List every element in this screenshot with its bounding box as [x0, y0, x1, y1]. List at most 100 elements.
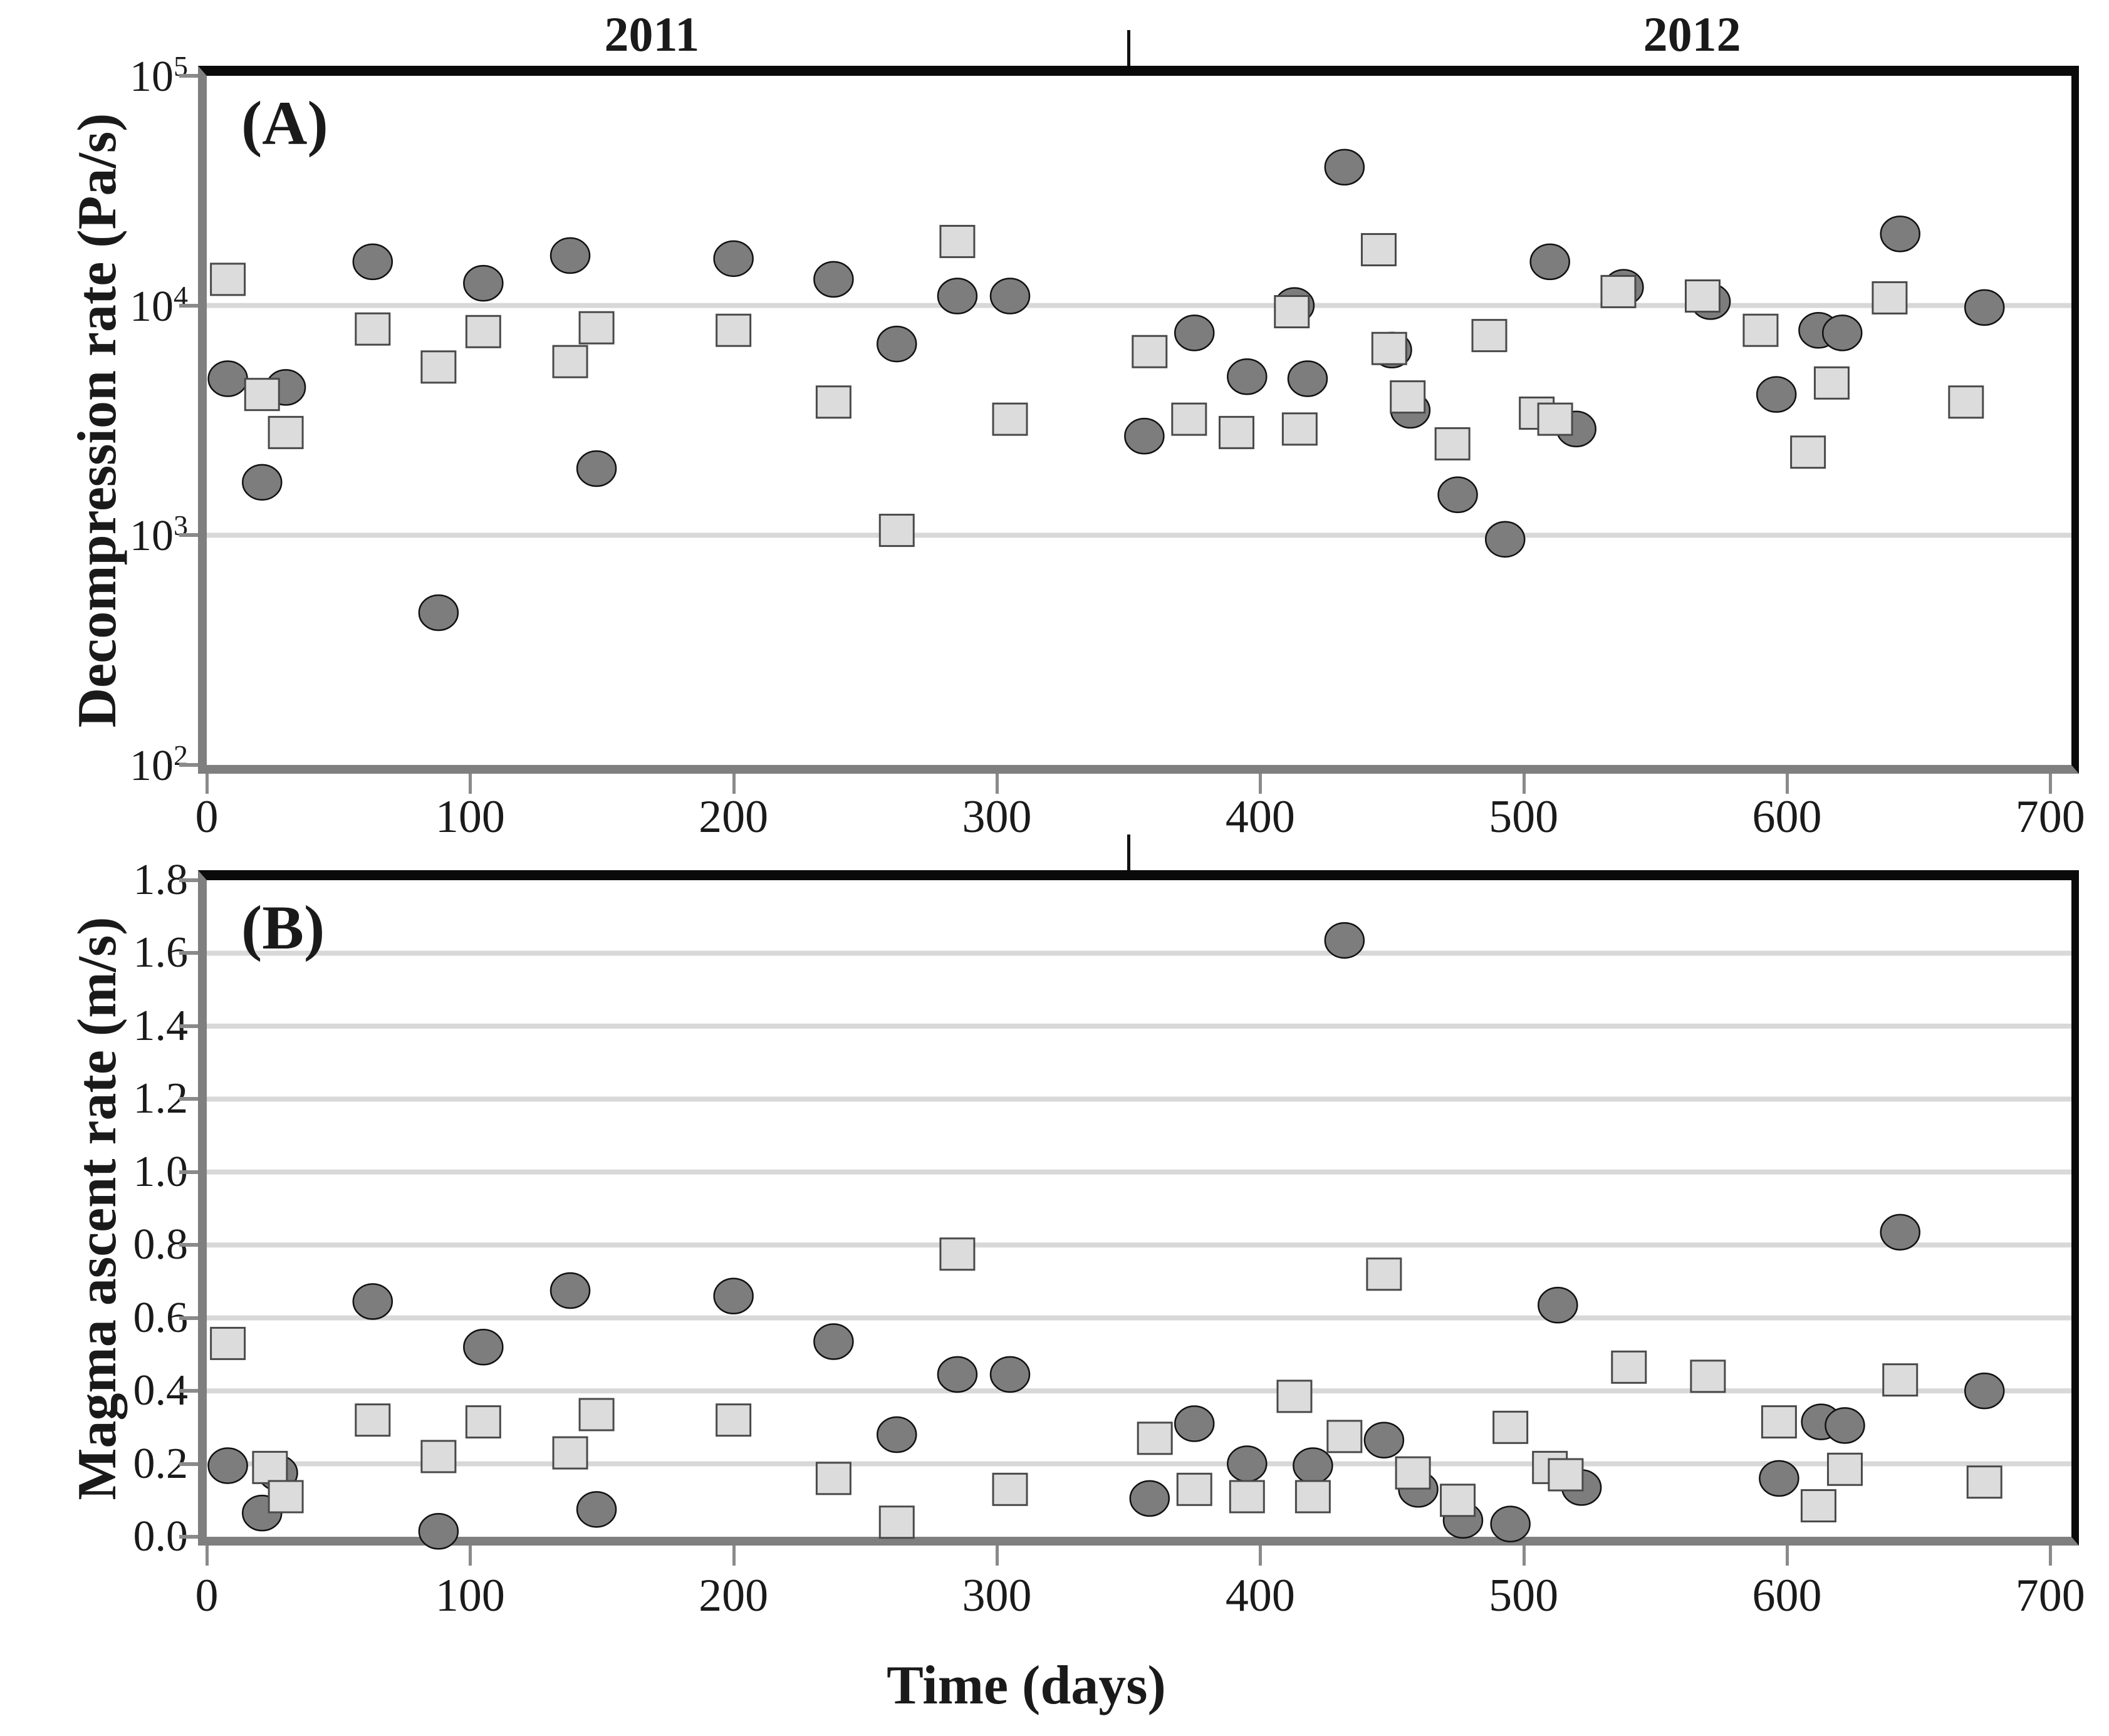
data-point-square	[878, 514, 915, 548]
data-point-circle	[1825, 1407, 1865, 1444]
y-tick-mark	[179, 533, 198, 538]
x-tick-mark	[2049, 1546, 2053, 1566]
data-point-square	[1390, 380, 1426, 414]
data-point-circle	[207, 1447, 248, 1484]
x-tick-mark	[206, 774, 209, 794]
panel-b-plot-area: (B)	[198, 870, 2079, 1550]
x-tick-mark	[1259, 774, 1263, 794]
x-tick-label: 700	[2015, 791, 2085, 843]
x-tick-label: 200	[699, 791, 769, 843]
data-point-circle	[713, 240, 754, 278]
data-point-square	[1137, 1422, 1173, 1455]
x-tick-label: 100	[435, 791, 505, 843]
data-point-square	[1440, 1484, 1476, 1517]
y-tick-mark	[179, 1462, 198, 1466]
data-point-circle	[1538, 1287, 1578, 1324]
data-point-square	[1132, 335, 1168, 368]
x-tick-label: 200	[699, 1570, 769, 1621]
data-point-square	[552, 345, 588, 378]
data-point-square	[244, 378, 280, 412]
data-point-circle	[207, 360, 248, 397]
year-divider-tick-bottom	[1127, 834, 1131, 897]
x-tick-label: 0	[195, 791, 219, 843]
y-tick-label: 1.0	[133, 1147, 189, 1196]
data-point-square	[1548, 1458, 1584, 1492]
data-point-circle	[937, 1356, 978, 1393]
data-point-square	[815, 385, 851, 419]
data-point-circle	[937, 278, 978, 314]
data-point-circle	[463, 1328, 504, 1366]
data-point-square	[1790, 435, 1826, 469]
data-point-circle	[418, 594, 459, 632]
x-tick-mark	[1522, 1546, 1526, 1566]
data-point-circle	[1293, 1447, 1333, 1484]
data-point-circle	[352, 1283, 393, 1320]
data-point-circle	[1490, 1505, 1531, 1542]
data-point-square	[1882, 1363, 1919, 1397]
data-point-circle	[1324, 148, 1365, 186]
data-point-square	[716, 313, 752, 347]
data-point-square	[1948, 385, 1984, 419]
data-point-circle	[1287, 360, 1328, 397]
data-point-square	[465, 314, 501, 348]
data-point-square	[716, 1403, 752, 1437]
data-point-square	[1761, 1405, 1797, 1439]
data-point-square	[815, 1462, 851, 1495]
data-point-square	[939, 224, 976, 258]
y-tick-label: 1.6	[133, 928, 189, 977]
y-tick-mark	[179, 878, 198, 882]
data-point-circle	[1756, 376, 1797, 413]
panel-a-y-axis-title: Decompression rate (Pa/s)	[67, 113, 128, 728]
data-point-square	[878, 1505, 915, 1539]
panel-a-scatter-svg	[207, 148, 2071, 632]
x-tick-mark	[469, 1546, 472, 1566]
data-point-square	[355, 1403, 391, 1437]
x-tick-mark	[732, 774, 736, 794]
data-point-square	[1872, 281, 1908, 314]
data-point-circle	[1363, 1422, 1405, 1458]
data-point-circle	[549, 237, 591, 274]
year-label-2011: 2011	[604, 7, 700, 61]
x-tick-label: 400	[1225, 791, 1295, 843]
data-point-square	[992, 402, 1028, 436]
data-point-square	[1690, 1359, 1726, 1393]
x-tick-mark	[206, 1546, 209, 1566]
data-point-circle	[1227, 1445, 1268, 1482]
data-point-square	[355, 312, 391, 346]
x-tick-mark	[732, 1546, 736, 1566]
panel-b-scatter-svg	[207, 922, 2071, 1550]
x-tick-mark	[1522, 774, 1526, 794]
x-tick-label: 400	[1225, 1570, 1295, 1621]
data-point-square	[1434, 427, 1471, 460]
y-tick-label: 0.8	[133, 1220, 189, 1269]
data-point-circle	[989, 278, 1031, 314]
y-tick-mark	[179, 1535, 198, 1539]
x-tick-label: 0	[195, 1570, 219, 1621]
data-point-square	[252, 1450, 288, 1484]
data-point-square	[1742, 313, 1779, 347]
x-tick-label: 600	[1752, 791, 1822, 843]
data-point-circle	[1124, 417, 1165, 455]
x-tick-mark	[2049, 774, 2053, 794]
data-point-square	[1281, 412, 1318, 446]
data-point-square	[420, 1440, 457, 1474]
data-point-square	[210, 1326, 246, 1360]
data-point-square	[420, 350, 457, 384]
data-point-circle	[1759, 1460, 1799, 1497]
data-point-square	[1360, 233, 1397, 267]
data-point-square	[578, 1398, 615, 1432]
data-point-circle	[1964, 289, 2005, 326]
data-point-circle	[713, 1277, 754, 1314]
y-tick-label: 0.6	[133, 1293, 189, 1342]
data-point-circle	[1227, 358, 1268, 395]
data-point-circle	[352, 243, 393, 281]
data-point-square	[1813, 366, 1850, 400]
data-point-square	[1326, 1420, 1363, 1453]
data-point-circle	[813, 261, 854, 298]
y-tick-label: 0.2	[133, 1439, 189, 1488]
data-point-square	[268, 1480, 304, 1514]
data-point-circle	[1484, 521, 1526, 558]
data-point-circle	[1324, 922, 1365, 959]
data-point-circle	[463, 264, 504, 302]
y-tick-label: 0.4	[133, 1366, 189, 1415]
